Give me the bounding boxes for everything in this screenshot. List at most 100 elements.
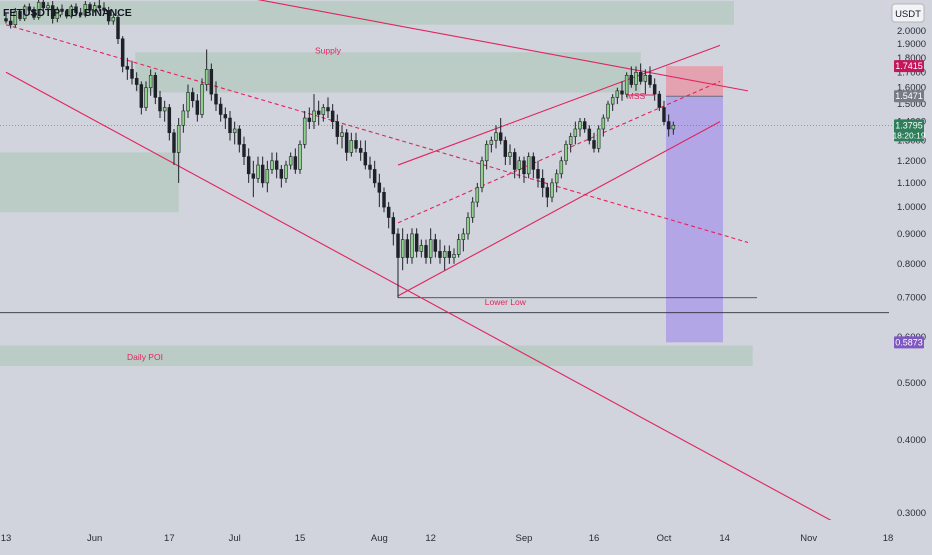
horizontal-line-layer (0, 125, 892, 314)
time-tick-label: 13 (1, 533, 12, 544)
candle-body (512, 152, 517, 170)
candle (190, 87, 195, 108)
trendline-4 (397, 80, 721, 224)
price-tick-label: 0.8000 (897, 259, 926, 270)
candle-body (447, 251, 452, 258)
candle-body (377, 182, 382, 193)
candle-body (503, 140, 508, 157)
candle-body (466, 217, 470, 235)
candle-body (116, 17, 120, 40)
time-tick-label: Sep (516, 533, 533, 544)
candle-body (438, 251, 442, 258)
annotation-layer: Lower Low MSS (485, 91, 655, 307)
candle-body (302, 117, 307, 145)
candle-body (265, 169, 270, 184)
candle (517, 156, 522, 179)
candle (97, 0, 102, 12)
candle-body (508, 152, 512, 157)
candle (237, 125, 242, 153)
candle-body (419, 245, 424, 252)
candle-body (4, 18, 8, 22)
candle-body (78, 12, 83, 16)
candle-body (218, 103, 223, 115)
candle (582, 118, 587, 133)
price-tick-label: 0.7000 (897, 293, 926, 304)
candle-body (363, 152, 368, 166)
candle-body (531, 156, 536, 170)
candle (148, 69, 153, 96)
time-tick-label: 14 (719, 533, 730, 544)
candle-layer (4, 0, 676, 298)
candle-body (564, 144, 568, 162)
candle (522, 156, 526, 183)
candle (447, 245, 452, 264)
zone-layer: Supply Daily POI (0, 1, 753, 367)
price-axis[interactable]: 2.00001.90001.80001.70001.60001.50001.40… (892, 0, 932, 550)
candle (186, 84, 190, 119)
candle (326, 97, 330, 119)
price-tick-label: 1.0000 (897, 202, 926, 213)
trendline-3 (397, 44, 721, 166)
candle-body (610, 97, 615, 105)
candle-body (601, 117, 606, 130)
candle-body (592, 140, 596, 149)
candle (172, 128, 176, 166)
price-tick-label: 0.5000 (897, 378, 926, 389)
currency-label: USDT (895, 9, 921, 20)
candle-body (522, 160, 526, 175)
candle-body (368, 164, 372, 170)
candle (134, 72, 139, 91)
candle-body (148, 74, 153, 88)
candle-body (405, 239, 410, 258)
candle (377, 173, 382, 208)
candle (288, 152, 293, 170)
candle (60, 4, 64, 16)
candle (498, 118, 503, 145)
candle-body (172, 132, 176, 153)
candle (260, 156, 265, 188)
candle-body (279, 169, 284, 179)
currency-button[interactable] (891, 3, 925, 23)
candle (139, 81, 144, 115)
candle-body (288, 156, 293, 166)
candle-body (596, 128, 601, 149)
candle-body (260, 164, 265, 184)
candle-body (536, 169, 540, 179)
candle (494, 125, 498, 149)
candle-body (526, 156, 531, 175)
candle-body (316, 110, 321, 115)
candle (652, 78, 657, 101)
candle (354, 132, 358, 153)
candle (232, 121, 237, 145)
trendline-1 (257, 0, 749, 92)
price-tick-label: 1.7000 (897, 67, 926, 78)
candle (536, 160, 540, 188)
candle-body (545, 187, 550, 198)
candle-body (629, 74, 634, 85)
candle-body (344, 132, 349, 153)
candle-body (652, 84, 657, 95)
candle (316, 100, 321, 126)
candle (610, 94, 615, 111)
candle-body (554, 173, 559, 184)
candle-body (386, 206, 391, 218)
candle-body (494, 132, 498, 141)
candle (382, 187, 386, 213)
candle (32, 6, 36, 20)
candle-body (186, 92, 190, 112)
candle-body (176, 124, 181, 153)
candle (279, 165, 284, 188)
candle (302, 110, 307, 149)
candle (620, 81, 624, 101)
candle-body (195, 100, 200, 115)
candle (624, 72, 629, 98)
candle-body (615, 90, 620, 98)
candle-body (442, 251, 447, 258)
zone-1 (135, 52, 641, 93)
time-axis[interactable]: 13 Jun 17 Jul 15 Aug 12 Sep 16 Oct 14 Nov 18 (0, 520, 932, 550)
candle-body (517, 160, 522, 170)
candle (344, 128, 349, 161)
candle (223, 107, 228, 129)
